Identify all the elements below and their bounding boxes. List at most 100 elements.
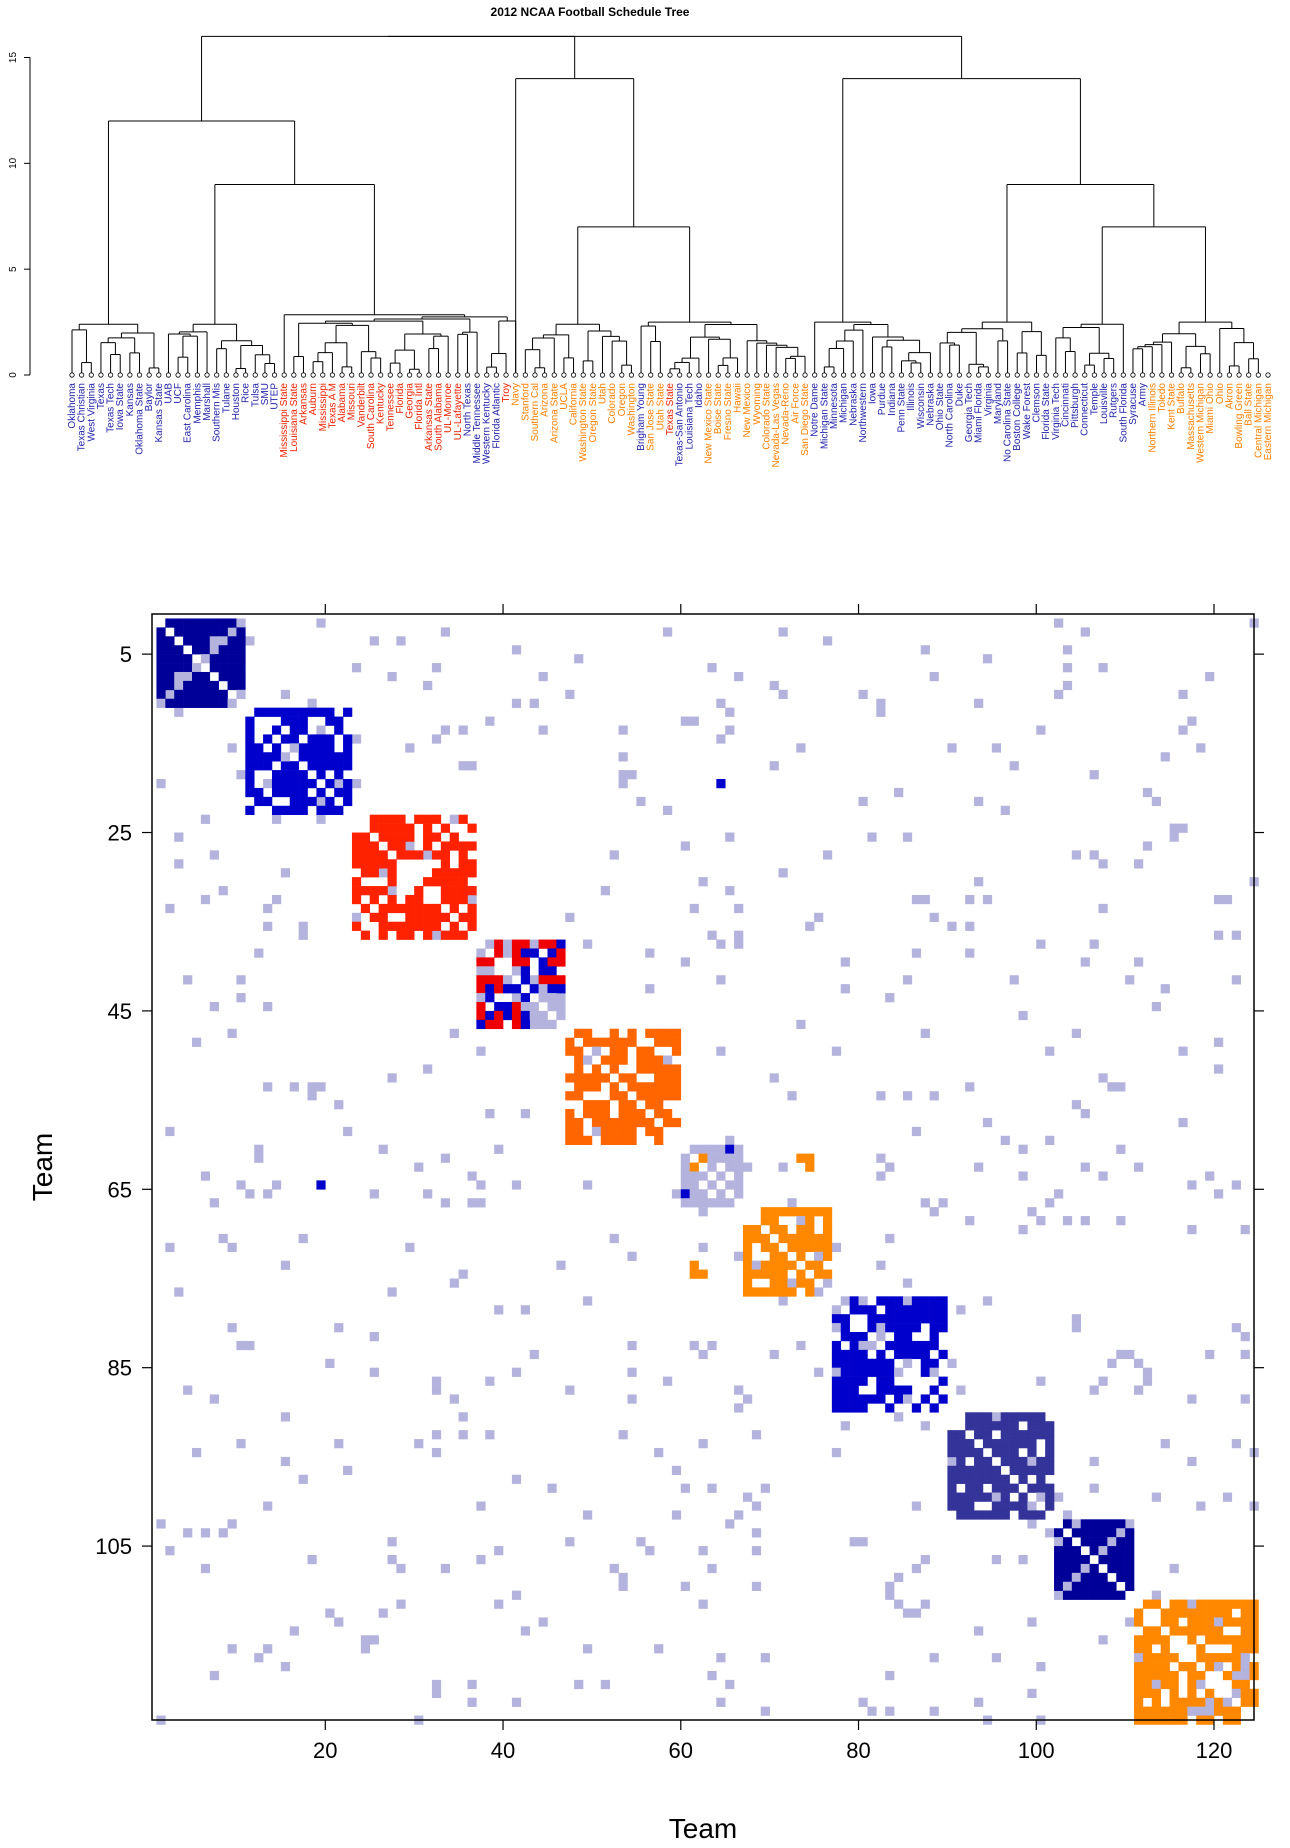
leaf-label: California <box>569 383 580 426</box>
heatmap-cell <box>965 1421 975 1431</box>
heatmap-cell <box>1107 1358 1117 1368</box>
heatmap-cell <box>440 841 451 851</box>
heatmap-cell <box>183 618 193 628</box>
heatmap-cell <box>485 1010 495 1021</box>
heatmap-cell <box>760 1483 770 1493</box>
heatmap-cell <box>1160 1670 1170 1681</box>
heatmap-cell <box>1222 1635 1233 1645</box>
leaf-marker <box>185 372 191 378</box>
heatmap-cell <box>494 1001 504 1012</box>
heatmap-cell <box>511 698 522 708</box>
heatmap-cell <box>974 1162 984 1172</box>
heatmap-cell <box>280 716 291 726</box>
heatmap-cell <box>263 1001 273 1012</box>
heatmap-cell <box>1240 1644 1250 1654</box>
heatmap-cell <box>920 1421 930 1431</box>
heatmap-cell <box>974 1456 984 1467</box>
heatmap-cell <box>654 1109 664 1119</box>
heatmap-cell <box>191 689 202 700</box>
heatmap-cell <box>1009 1421 1019 1431</box>
heatmap-cell <box>334 779 344 789</box>
heatmap-cell <box>654 1644 664 1654</box>
heatmap-cell <box>423 921 433 931</box>
heatmap-cell <box>769 1242 779 1253</box>
leaf-marker <box>812 372 818 378</box>
heatmap-cell <box>974 1412 984 1422</box>
heatmap-cell <box>316 796 326 807</box>
leaf-marker <box>1226 372 1233 378</box>
heatmap-cell <box>431 912 442 923</box>
heatmap-cell <box>405 930 415 940</box>
heatmap-cell <box>1089 1590 1099 1600</box>
heatmap-cell <box>885 1314 895 1324</box>
leaf-label: Louisiana State <box>289 383 300 452</box>
heatmap-cell <box>529 948 539 958</box>
x-tick-label: 80 <box>846 1738 870 1763</box>
heatmap-cell <box>174 859 184 869</box>
heatmap-cell <box>387 1537 397 1547</box>
leaf-label: San Diego State <box>800 383 811 456</box>
heatmap-cell <box>431 903 442 914</box>
heatmap-cell <box>183 698 193 708</box>
leaf-label: Massachusetts <box>1186 383 1197 450</box>
heatmap-cell <box>609 1064 619 1074</box>
heatmap-cell <box>476 1198 486 1208</box>
heatmap-cell <box>263 707 273 717</box>
heatmap-cell <box>334 1439 344 1449</box>
heatmap-cell <box>1169 823 1179 833</box>
leaf-label: Wyoming <box>752 383 763 425</box>
leaf-label: Miami Florida <box>974 383 985 443</box>
heatmap-cell <box>938 1376 948 1386</box>
heatmap-cell <box>218 698 228 708</box>
heatmap-cell <box>751 1430 762 1440</box>
heatmap-cell <box>867 1314 877 1324</box>
heatmap-cell <box>734 1510 744 1520</box>
heatmap-cell <box>298 770 308 780</box>
heatmap-cell <box>876 1260 886 1270</box>
heatmap-cell <box>840 1358 850 1368</box>
heatmap-cell <box>1036 1465 1046 1476</box>
heatmap-cell <box>734 1162 744 1172</box>
heatmap-cell <box>183 680 193 691</box>
heatmap-cell <box>920 1599 930 1609</box>
leaf-label: Kent State <box>1167 383 1178 430</box>
heatmap-cell <box>920 1296 930 1306</box>
heatmap-cell <box>885 1376 895 1386</box>
heatmap-cell <box>734 1189 744 1199</box>
heatmap-cell <box>529 1010 539 1021</box>
heatmap-cell <box>591 1109 602 1119</box>
heatmap-cell <box>271 805 282 815</box>
heatmap-cell <box>467 841 477 851</box>
leaf-marker <box>580 372 586 378</box>
leaf-marker <box>657 372 663 378</box>
leaf-label: Louisville <box>1099 383 1110 425</box>
heatmap-cell <box>734 1171 744 1181</box>
heatmap-cell <box>378 823 388 833</box>
heatmap-cell <box>1062 1563 1073 1574</box>
heatmap-cell <box>654 1064 664 1074</box>
heatmap-cell <box>876 1171 886 1181</box>
leaf-marker <box>281 372 287 378</box>
heatmap-cell <box>289 716 299 726</box>
heatmap-cell <box>476 948 486 958</box>
heatmap-cell <box>574 654 584 664</box>
heatmap-cell <box>1178 725 1188 735</box>
leaf-label: Kentucky <box>376 383 387 424</box>
heatmap-cell <box>814 1287 824 1297</box>
heatmap-cell <box>707 930 717 940</box>
heatmap-cell <box>547 1001 557 1012</box>
heatmap-cell <box>1107 1581 1117 1591</box>
heatmap-cell <box>902 1323 913 1333</box>
heatmap-cell <box>583 1037 593 1047</box>
heatmap-cell <box>645 1082 655 1092</box>
heatmap-cell <box>431 921 442 931</box>
leaf-marker <box>686 372 692 378</box>
heatmap-cell <box>654 1082 664 1092</box>
heatmap-cell <box>476 1554 486 1565</box>
heatmap-cell <box>200 654 211 664</box>
heatmap-cell <box>1098 903 1108 914</box>
heatmap-cell <box>636 1117 646 1128</box>
heatmap-cell <box>494 1010 504 1021</box>
heatmap-cell <box>965 894 975 905</box>
heatmap-cell <box>982 1412 993 1422</box>
